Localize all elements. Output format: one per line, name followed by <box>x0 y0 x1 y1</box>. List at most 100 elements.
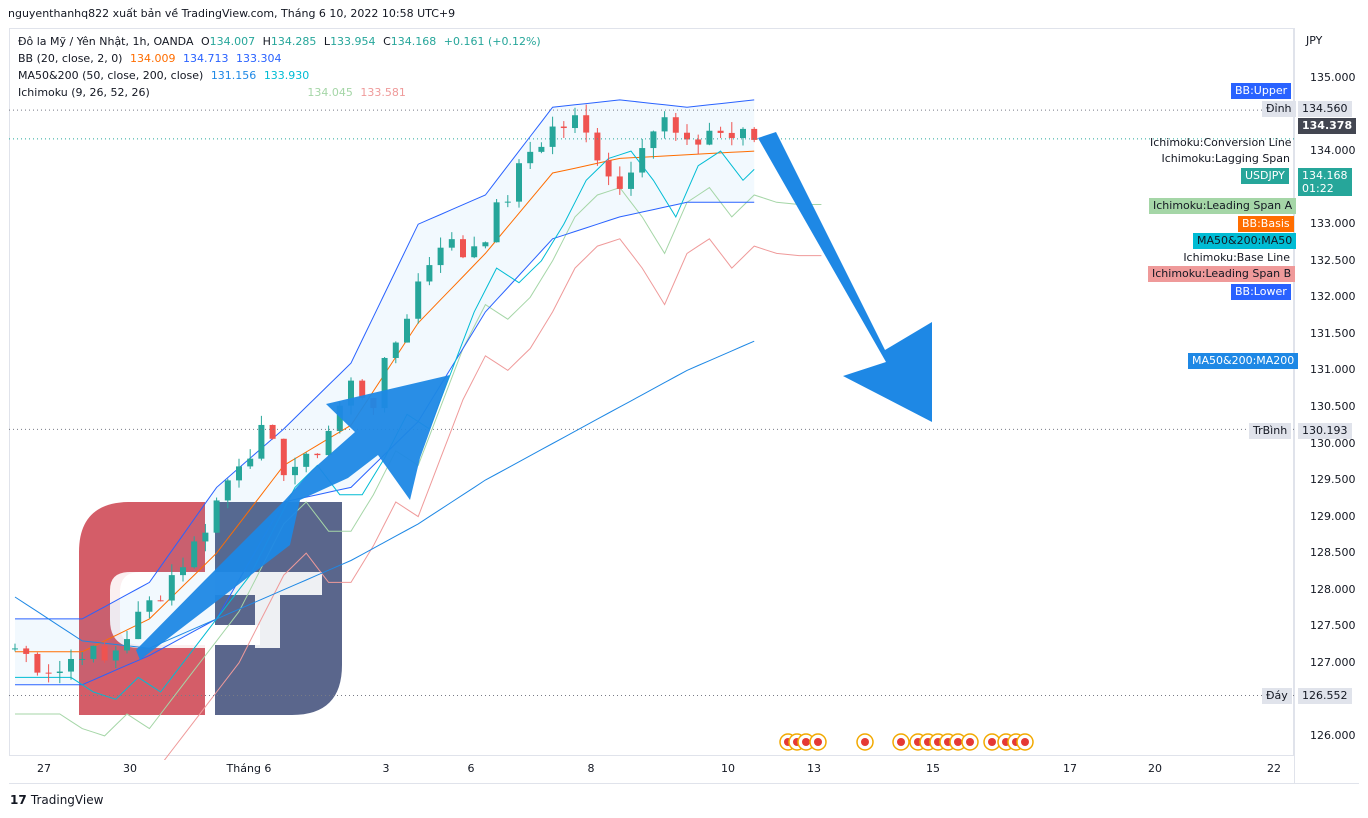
candle-body <box>224 480 231 501</box>
legend-ichimoku-name[interactable]: Ichimoku (9, 26, 52, 26) <box>18 86 150 99</box>
candle-body <box>191 541 198 568</box>
candle-body <box>101 645 108 661</box>
candle-body <box>493 202 500 243</box>
candle <box>236 458 242 488</box>
axis-currency: JPY <box>1306 34 1323 47</box>
price-axis[interactable] <box>1294 28 1359 783</box>
candle-body <box>594 132 601 161</box>
tradingview-logo[interactable]: 𝟭𝟳 TradingView <box>10 793 104 807</box>
candle-body <box>79 658 86 660</box>
candle <box>684 124 690 145</box>
candle <box>303 452 310 473</box>
x-tick: 10 <box>721 762 735 775</box>
publisher-info: nguyenthanhq822 xuất bản về TradingView.… <box>8 7 456 20</box>
candle <box>527 141 534 169</box>
candle <box>224 478 231 509</box>
candle-body <box>236 466 242 481</box>
tag-conversion-line: Ichimoku:Conversion Line <box>1150 136 1292 149</box>
tag-bb-lower: BB:Lower <box>1231 284 1291 300</box>
x-tick: 3 <box>382 762 390 775</box>
candle-body <box>359 380 366 398</box>
ichimoku-span-b <box>163 238 822 760</box>
y-tick: 129.000 <box>1310 509 1356 523</box>
tag-lagging-span: Ichimoku:Lagging Span <box>1161 152 1291 165</box>
y-tick: 128.500 <box>1310 546 1356 560</box>
candle <box>12 643 18 652</box>
legend-close: C134.168 <box>383 35 437 48</box>
candle-body <box>180 567 186 576</box>
legend-change: +0.161 (+0.12%) <box>443 35 541 48</box>
candle-body <box>124 639 130 651</box>
candle-body <box>269 424 276 439</box>
y-tick: 131.500 <box>1310 326 1356 340</box>
candle-body <box>381 357 388 409</box>
event-flag-icon <box>809 733 827 751</box>
candle-body <box>516 163 522 202</box>
plot-area[interactable] <box>9 28 1294 756</box>
candle <box>180 557 186 582</box>
candle <box>549 116 556 155</box>
candle <box>23 645 30 663</box>
tag-high-label: Đỉnh <box>1262 101 1296 117</box>
legend-bb-name[interactable]: BB (20, close, 2, 0) <box>18 52 123 65</box>
candle-body <box>728 132 735 139</box>
y-tick: 135.000 <box>1310 71 1356 84</box>
y-tick: 126.000 <box>1310 728 1356 742</box>
candle-body <box>460 239 466 258</box>
candle <box>460 235 466 259</box>
legend-low: L133.954 <box>323 35 376 48</box>
candle-body <box>280 438 287 476</box>
arrows <box>136 132 932 660</box>
tv-logo-icon: 𝟭𝟳 <box>10 793 31 807</box>
candle <box>706 122 713 146</box>
candle <box>728 122 735 146</box>
x-tick: 8 <box>587 762 595 775</box>
candle-body <box>538 146 545 152</box>
candle <box>45 664 52 683</box>
tag-high-value: 134.560 <box>1298 101 1352 117</box>
legend-ma-name[interactable]: MA50&200 (50, close, 200, close) <box>18 69 204 82</box>
candle <box>79 651 86 666</box>
y-tick: 127.000 <box>1310 655 1356 669</box>
x-tick: 30 <box>123 762 137 775</box>
y-tick: 131.000 <box>1310 363 1356 377</box>
candle-body <box>717 130 724 133</box>
price-chart[interactable] <box>0 0 1294 760</box>
candle-body <box>650 131 657 149</box>
candle <box>68 649 74 680</box>
candle <box>717 126 724 139</box>
candle <box>583 104 590 143</box>
tag-leading-span-b: Ichimoku:Leading Span B <box>1148 266 1296 282</box>
candle-body <box>482 242 489 247</box>
candle-body <box>157 600 164 602</box>
candle-body <box>672 117 679 133</box>
legend-ma-row: MA50&200 (50, close, 200, close) 131.156… <box>18 69 313 82</box>
y-tick: 127.500 <box>1310 619 1356 633</box>
tag-leading-span-a: Ichimoku:Leading Span A <box>1149 198 1297 214</box>
legend-symbol[interactable]: Đô la Mỹ / Yên Nhật, 1h, OANDA <box>18 35 194 48</box>
event-markers <box>779 733 1034 751</box>
ma200-line <box>14 340 755 649</box>
candle-body <box>292 466 298 476</box>
candle <box>448 232 455 251</box>
candle <box>404 314 410 343</box>
candle-body <box>135 611 142 640</box>
candle-body <box>325 430 332 456</box>
x-tick: Tháng 6 <box>226 762 272 775</box>
candle-body <box>348 380 354 406</box>
candle-body <box>684 132 690 140</box>
x-tick: 13 <box>807 762 821 775</box>
event-flag-icon <box>961 733 979 751</box>
candle-body <box>213 500 220 533</box>
tag-base-line: Ichimoku:Base Line <box>1183 251 1290 264</box>
legend-high: H134.285 <box>262 35 317 48</box>
candle <box>605 152 612 186</box>
candle-body <box>415 281 422 319</box>
candle <box>415 273 422 324</box>
x-tick: 15 <box>926 762 940 775</box>
tag-bb-basis: BB:Basis <box>1238 216 1294 232</box>
candle-body <box>560 126 567 129</box>
candle-body <box>168 575 175 601</box>
legend-ma200: 133.930 <box>263 69 310 82</box>
event-flag-icon <box>1016 733 1034 751</box>
